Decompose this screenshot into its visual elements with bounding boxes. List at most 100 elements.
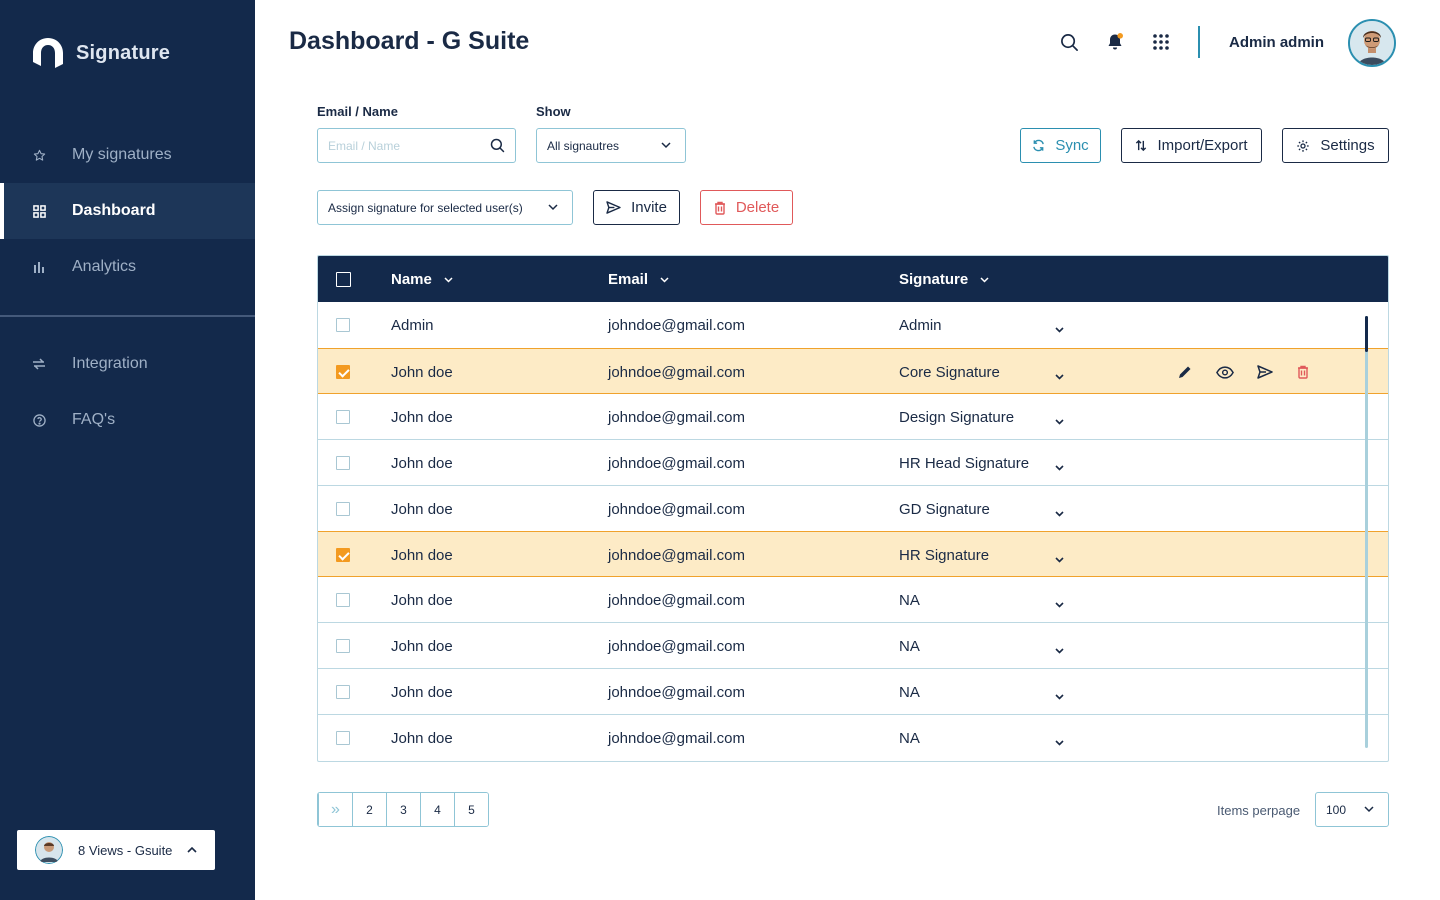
table-scrollbar-thumb[interactable] [1365, 316, 1368, 352]
gear-icon [1296, 139, 1310, 153]
row-name: John doe [391, 409, 453, 426]
brand-logo[interactable]: Signature [31, 36, 170, 70]
column-name-header[interactable]: Name [391, 271, 453, 288]
table-row[interactable]: John doe johndoe@gmail.com NA [318, 668, 1388, 714]
select-all-checkbox[interactable] [336, 272, 351, 287]
search-icon[interactable] [490, 138, 505, 153]
search-input[interactable] [318, 129, 478, 162]
row-checkbox[interactable] [336, 318, 350, 332]
invite-label: Invite [631, 199, 667, 216]
page-button[interactable]: 4 [420, 793, 454, 826]
table-row[interactable]: John doe johndoe@gmail.com Design Signatur… [318, 393, 1388, 439]
chevron-up-icon [187, 847, 197, 853]
sidebar-item-analytics[interactable]: Analytics [0, 239, 255, 295]
row-signature: Admin [899, 317, 942, 334]
signature-dropdown-chevron-icon[interactable] [1055, 733, 1064, 750]
table-row[interactable]: John doe johndoe@gmail.com NA [318, 576, 1388, 622]
row-email: johndoe@gmail.com [608, 455, 745, 472]
invite-button[interactable]: Invite [593, 190, 680, 225]
column-signature-header[interactable]: Signature [899, 271, 989, 288]
row-checkbox[interactable] [336, 548, 350, 562]
row-signature: HR Head Signature [899, 455, 1030, 472]
row-name: John doe [391, 638, 453, 655]
signature-dropdown-chevron-icon[interactable] [1055, 412, 1064, 429]
items-per-page-select[interactable]: 100 [1315, 792, 1389, 827]
sidebar-item-label: Dashboard [72, 202, 156, 219]
signature-dropdown-chevron-icon[interactable] [1055, 504, 1064, 521]
table-row[interactable]: John doe johndoe@gmail.com GD Signature [318, 485, 1388, 531]
pagination: « ‹ 1 2 3 4 5 › » [317, 792, 489, 827]
row-signature: Core Signature [899, 364, 1000, 381]
row-checkbox[interactable] [336, 593, 350, 607]
account-switcher-label: 8 Views - Gsuite [78, 842, 173, 858]
table-row[interactable]: Admin johndoe@gmail.com Admin [318, 302, 1388, 348]
column-header-label: Name [391, 271, 432, 288]
edit-button[interactable] [1176, 363, 1194, 381]
table-row[interactable]: John doe johndoe@gmail.com HR Signature [318, 531, 1388, 577]
signature-dropdown-chevron-icon[interactable] [1055, 458, 1064, 475]
chevron-down-icon [444, 276, 453, 283]
sidebar-item-my-signatures[interactable]: My signatures [0, 127, 255, 183]
sidebar-item-label: FAQ's [72, 411, 116, 428]
table-scrollbar[interactable] [1365, 316, 1368, 748]
signature-dropdown-chevron-icon[interactable] [1055, 550, 1064, 567]
signature-dropdown-chevron-icon[interactable] [1055, 320, 1064, 337]
user-name[interactable]: Admin admin [1229, 34, 1325, 51]
show-filter-select[interactable]: All signautres [536, 128, 686, 163]
notifications-button[interactable] [1104, 31, 1126, 53]
row-checkbox[interactable] [336, 502, 350, 516]
import-export-button[interactable]: Import/Export [1121, 128, 1262, 163]
search-button[interactable] [1058, 31, 1080, 53]
trash-icon [714, 201, 726, 215]
row-name: John doe [391, 730, 453, 747]
apps-button[interactable] [1150, 31, 1172, 53]
column-header-label: Email [608, 271, 649, 288]
row-checkbox[interactable] [336, 731, 350, 745]
table-row[interactable]: John doe johndoe@gmail.com HR Head Signatu… [318, 439, 1388, 485]
row-name: John doe [391, 547, 453, 564]
sync-button[interactable]: Sync [1020, 128, 1101, 163]
email-filter-field[interactable] [317, 128, 516, 163]
row-signature: NA [899, 592, 920, 609]
table-row[interactable]: John doe johndoe@gmail.com Core Signature [318, 348, 1388, 394]
trash-icon [1298, 365, 1308, 379]
row-checkbox[interactable] [336, 685, 350, 699]
table-row[interactable]: John doe johndoe@gmail.com NA [318, 714, 1388, 760]
chevron-down-icon [548, 204, 558, 211]
delete-row-button[interactable] [1294, 363, 1312, 381]
signature-dropdown-chevron-icon[interactable] [1055, 687, 1064, 704]
user-avatar[interactable] [1348, 19, 1396, 67]
sidebar-item-label: Integration [72, 355, 148, 372]
send-button[interactable] [1256, 363, 1274, 381]
account-switcher[interactable]: 8 Views - Gsuite [17, 830, 215, 870]
settings-button[interactable]: Settings [1282, 128, 1389, 163]
row-name: John doe [391, 684, 453, 701]
row-signature: NA [899, 684, 920, 701]
row-checkbox[interactable] [336, 410, 350, 424]
email-filter-label: Email / Name [317, 104, 398, 119]
page-button[interactable]: 2 [352, 793, 386, 826]
pencil-icon [1179, 366, 1191, 378]
last-page-button[interactable]: » [318, 793, 352, 826]
signature-dropdown-chevron-icon[interactable] [1055, 641, 1064, 658]
page-button[interactable]: 3 [386, 793, 420, 826]
preview-button[interactable] [1216, 363, 1234, 381]
signature-dropdown-chevron-icon[interactable] [1055, 595, 1064, 612]
swap-arrows-icon [32, 357, 46, 371]
column-email-header[interactable]: Email [608, 271, 669, 288]
row-checkbox[interactable] [336, 456, 350, 470]
sync-icon [1032, 139, 1045, 152]
signature-dropdown-chevron-icon[interactable] [1055, 367, 1064, 384]
sidebar-item-faqs[interactable]: FAQ's [0, 392, 255, 448]
page-button[interactable]: 5 [454, 793, 488, 826]
sidebar-item-dashboard[interactable]: Dashboard [0, 183, 255, 239]
search-icon [1060, 33, 1078, 51]
help-circle-icon [32, 413, 46, 427]
assign-signature-select[interactable]: Assign signature for selected user(s) [317, 190, 573, 225]
sidebar-item-integration[interactable]: Integration [0, 336, 255, 392]
table-row[interactable]: John doe johndoe@gmail.com NA [318, 622, 1388, 668]
row-email: johndoe@gmail.com [608, 638, 745, 655]
row-checkbox[interactable] [336, 365, 350, 379]
delete-button[interactable]: Delete [700, 190, 793, 225]
row-checkbox[interactable] [336, 639, 350, 653]
